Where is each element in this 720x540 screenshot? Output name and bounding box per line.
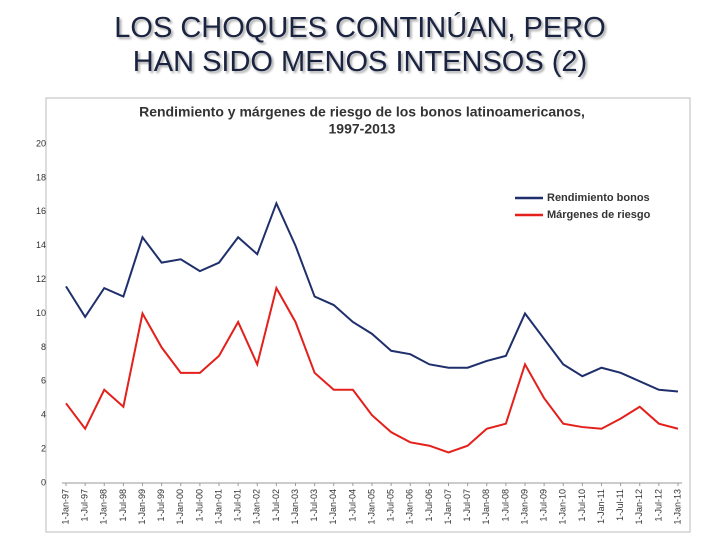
x-tick-label: 1-Jan-00 [175,489,185,525]
x-tick-label: 1-Jan-09 [519,489,529,525]
x-tick-label: 1-Jul-06 [424,489,434,522]
y-tick-label: 10 [36,308,46,318]
y-tick-label: 14 [36,240,46,250]
x-tick-label: 1-Jul-10 [577,489,587,522]
x-tick-label: 1-Jul-99 [156,489,166,522]
x-tick-label: 1-Jul-09 [539,489,549,522]
legend-label: Márgenes de riesgo [547,209,651,221]
x-tick-label: 1-Jan-97 [60,489,70,525]
y-tick-label: 6 [41,376,46,386]
chart-frame [45,97,691,533]
y-tick-label: 4 [41,410,46,420]
x-tick-label: 1-Jan-99 [137,489,147,525]
x-tick-label: 1-Jul-97 [80,489,90,522]
series-line [65,285,679,454]
x-tick-label: 1-Jul-07 [462,489,472,522]
x-tick-label: 1-Jan-03 [290,489,300,525]
y-tick-label: 8 [41,342,46,352]
x-tick-label: 1-Jul-01 [233,489,243,522]
x-tick-label: 1-Jul-02 [271,489,281,522]
x-tick-label: 1-Jan-98 [99,489,109,525]
chart-title: 1997-2013 [329,121,396,137]
y-tick-label: 0 [41,477,46,487]
y-tick-label: 2 [41,443,46,453]
x-tick-label: 1-Jul-00 [194,489,204,522]
series-line [65,200,679,393]
x-tick-label: 1-Jan-10 [558,489,568,525]
x-tick-label: 1-Jan-06 [405,489,415,525]
x-tick-label: 1-Jul-05 [386,489,396,522]
y-tick-label: 16 [36,206,46,216]
x-tick-label: 1-Jan-07 [443,489,453,525]
x-tick-label: 1-Jul-98 [118,489,128,522]
x-tick-label: 1-Jul-03 [309,489,319,522]
x-tick-label: 1-Jul-04 [347,489,357,522]
slide-title: HAN SIDO MENOS INTENSOS (2) [132,46,588,78]
x-tick-label: 1-Jan-08 [481,489,491,525]
slide-title: LOS CHOQUES CONTINÚAN, PERO [114,12,606,44]
x-tick-label: 1-Jan-11 [596,489,606,524]
x-tick-label: 1-Jan-01 [213,489,223,525]
x-tick-label: 1-Jan-04 [328,489,338,525]
x-tick-label: 1-Jan-13 [672,489,682,525]
x-tick-label: 1-Jan-02 [252,489,262,525]
x-tick-label: 1-Jul-11 [615,489,625,521]
y-tick-label: 20 [36,138,46,148]
x-tick-label: 1-Jul-12 [653,489,663,522]
x-tick-label: 1-Jan-05 [366,489,376,525]
y-tick-label: 12 [36,274,46,284]
y-tick-label: 18 [36,172,46,182]
x-tick-label: 1-Jan-12 [634,489,644,525]
legend-label: Rendimiento bonos [547,192,650,204]
chart-title: Rendimiento y márgenes de riesgo de los … [139,104,585,120]
x-tick-label: 1-Jul-08 [500,489,510,522]
